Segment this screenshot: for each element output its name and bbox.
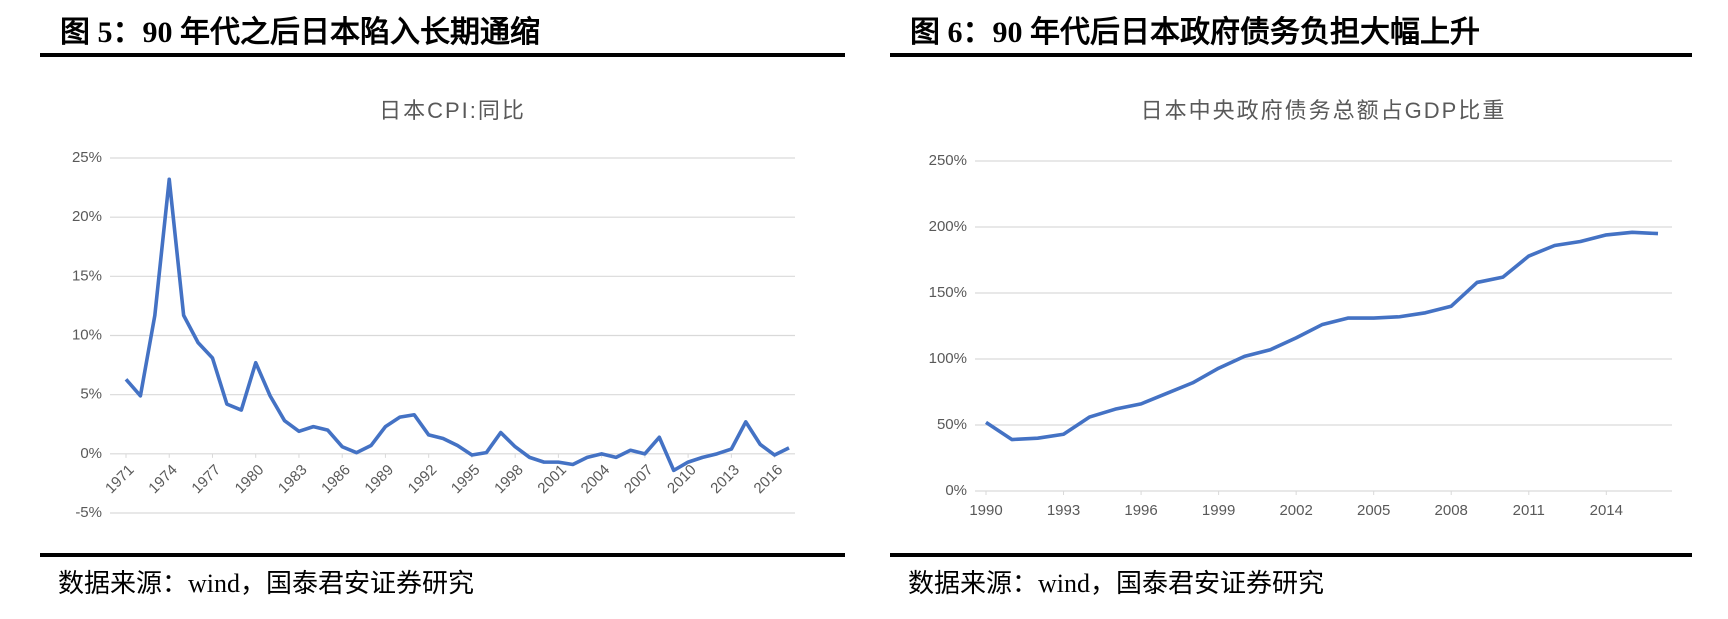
source-note: 数据来源：wind，国泰君安证券研究 — [908, 569, 1324, 598]
y-tick-label: 15% — [72, 267, 102, 284]
x-tick-label: 1989 — [361, 461, 397, 497]
chart-title: 日本中央政府债务总额占GDP比重 — [1141, 98, 1507, 123]
x-tick-label: 2016 — [751, 461, 787, 497]
x-tick-label: 2005 — [1357, 502, 1390, 519]
x-tick-label: 1980 — [232, 461, 268, 497]
y-tick-label: 50% — [937, 416, 967, 433]
x-tick-label: 2002 — [1279, 502, 1312, 519]
x-tick-label: 1986 — [318, 461, 354, 497]
y-tick-label: 100% — [929, 350, 967, 367]
x-tick-label: 1983 — [275, 461, 311, 497]
bottom-rule — [40, 553, 845, 557]
x-tick-label: 1992 — [405, 461, 441, 497]
x-tick-label: 2011 — [1513, 502, 1545, 519]
y-tick-label: 0% — [80, 445, 102, 462]
x-tick-label: 1998 — [491, 461, 527, 497]
x-tick-label: 1993 — [1047, 502, 1080, 519]
y-tick-label: 0% — [945, 482, 967, 499]
x-tick-label: 1971 — [102, 461, 138, 497]
x-tick-label: 2001 — [534, 461, 570, 497]
y-tick-label: 10% — [72, 326, 102, 343]
y-tick-label: 150% — [929, 284, 967, 301]
x-tick-label: 2014 — [1590, 502, 1623, 519]
source-note: 数据来源：wind，国泰君安证券研究 — [58, 569, 474, 598]
y-tick-label: 250% — [929, 152, 967, 169]
title-rule — [40, 53, 845, 57]
x-tick-label: 1999 — [1202, 502, 1235, 519]
x-tick-label: 2008 — [1435, 502, 1468, 519]
chart-title: 日本CPI:同比 — [379, 98, 526, 123]
title-rule — [890, 53, 1692, 57]
bottom-rule — [890, 553, 1692, 557]
y-tick-label: 5% — [80, 386, 102, 403]
x-tick-label: 2013 — [707, 461, 743, 497]
y-tick-label: 200% — [929, 218, 967, 235]
data-line — [124, 177, 790, 473]
x-tick-label: 1996 — [1124, 502, 1157, 519]
x-tick-label: 2004 — [578, 461, 614, 497]
y-tick-label: -5% — [75, 504, 102, 521]
x-tick-label: 1974 — [145, 461, 181, 497]
y-tick-label: 25% — [72, 149, 102, 166]
x-tick-label: 1977 — [188, 461, 224, 497]
figure-title: 图 6：90 年代后日本政府债务负担大幅上升 — [910, 15, 1480, 49]
y-tick-label: 20% — [72, 208, 102, 225]
figure-title: 图 5：90 年代之后日本陷入长期通缩 — [60, 15, 540, 49]
data-line — [985, 230, 1659, 442]
x-tick-label: 1990 — [969, 502, 1002, 519]
x-tick-label: 1995 — [448, 461, 484, 497]
x-tick-label: 2007 — [621, 461, 657, 497]
